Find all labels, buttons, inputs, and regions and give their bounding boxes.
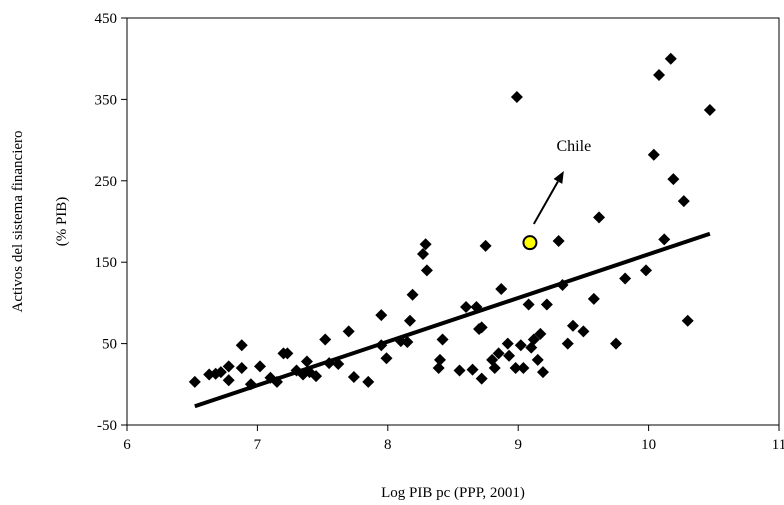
data-point bbox=[536, 366, 549, 379]
y-axis-title-line1: Activos del sistema financiero bbox=[10, 130, 26, 312]
data-point bbox=[577, 325, 590, 338]
data-point bbox=[323, 357, 336, 370]
x-tick-label: 9 bbox=[514, 437, 522, 453]
data-point bbox=[380, 352, 393, 365]
data-point bbox=[475, 372, 488, 385]
data-point bbox=[522, 298, 535, 311]
data-point bbox=[432, 362, 445, 375]
data-point bbox=[514, 339, 527, 352]
data-point bbox=[488, 362, 501, 375]
data-point bbox=[667, 173, 680, 186]
x-tick-label: 11 bbox=[772, 437, 784, 453]
x-axis-title: Log PIB pc (PPP, 2001) bbox=[381, 485, 525, 501]
data-point bbox=[658, 233, 671, 246]
data-point bbox=[479, 239, 492, 252]
data-point bbox=[677, 195, 690, 208]
data-point bbox=[188, 375, 201, 388]
data-point bbox=[419, 238, 432, 251]
y-axis-ticks: -50 50 150 250 350 450 bbox=[95, 11, 127, 434]
data-point bbox=[503, 349, 516, 362]
y-tick-label: 350 bbox=[95, 92, 118, 108]
data-point bbox=[703, 103, 716, 116]
data-point bbox=[639, 264, 652, 277]
x-tick-label: 10 bbox=[641, 437, 656, 453]
data-point bbox=[566, 319, 579, 332]
data-point bbox=[501, 337, 514, 350]
data-point bbox=[587, 292, 600, 305]
data-point bbox=[561, 337, 574, 350]
highlight-point bbox=[522, 235, 538, 251]
data-point bbox=[222, 374, 235, 387]
data-point bbox=[300, 355, 313, 368]
data-point bbox=[475, 321, 488, 334]
data-point bbox=[433, 353, 446, 366]
data-point bbox=[517, 362, 530, 375]
annotation-arrow-shaft bbox=[532, 180, 559, 225]
y-tick-label: 250 bbox=[95, 174, 118, 190]
y-tick-label: 150 bbox=[95, 255, 118, 271]
data-point bbox=[460, 300, 473, 313]
data-point bbox=[214, 366, 227, 379]
data-point bbox=[235, 339, 248, 352]
data-point bbox=[222, 360, 235, 373]
data-point bbox=[436, 333, 449, 346]
data-point bbox=[593, 211, 606, 224]
data-point bbox=[495, 283, 508, 296]
data-point bbox=[362, 375, 375, 388]
annotation-arrow-head bbox=[553, 171, 564, 184]
data-point bbox=[319, 333, 332, 346]
data-point bbox=[332, 357, 345, 370]
data-point bbox=[552, 235, 565, 248]
data-point bbox=[531, 353, 544, 366]
trendline-group bbox=[194, 231, 711, 409]
y-tick-label: -50 bbox=[97, 418, 117, 434]
data-point bbox=[403, 314, 416, 327]
data-point bbox=[619, 272, 632, 285]
data-point bbox=[270, 375, 283, 388]
data-point bbox=[470, 300, 483, 313]
data-point bbox=[534, 327, 547, 340]
data-point bbox=[466, 363, 479, 376]
annotation-group: Chile bbox=[532, 138, 592, 225]
data-point bbox=[510, 90, 523, 103]
data-point bbox=[254, 360, 267, 373]
x-axis-ticks: 6 7 8 9 10 11 bbox=[123, 425, 784, 453]
data-point bbox=[347, 370, 360, 383]
data-point bbox=[417, 248, 430, 261]
data-point bbox=[453, 364, 466, 377]
data-point bbox=[342, 325, 355, 338]
plot-frame bbox=[126, 17, 780, 426]
data-point bbox=[244, 378, 257, 391]
data-points bbox=[188, 52, 716, 391]
x-tick-label: 6 bbox=[123, 437, 131, 453]
y-tick-label: 450 bbox=[95, 11, 118, 27]
data-point bbox=[235, 362, 248, 375]
data-point bbox=[509, 362, 522, 375]
trendline bbox=[194, 231, 711, 409]
data-point bbox=[375, 339, 388, 352]
x-tick-label: 7 bbox=[254, 437, 262, 453]
data-point bbox=[540, 298, 553, 311]
annotation-label: Chile bbox=[557, 138, 592, 155]
y-tick-label: 50 bbox=[102, 337, 117, 353]
data-point bbox=[610, 337, 622, 350]
data-point bbox=[647, 148, 660, 161]
plot-area bbox=[126, 17, 780, 426]
data-point bbox=[406, 288, 419, 301]
data-point bbox=[527, 333, 540, 346]
data-point bbox=[401, 335, 414, 348]
data-point bbox=[281, 347, 294, 360]
y-axis-title-line2: (% PIB) bbox=[54, 197, 70, 247]
data-point bbox=[681, 314, 694, 327]
data-point bbox=[664, 52, 677, 65]
data-point bbox=[310, 370, 323, 383]
data-point bbox=[556, 278, 569, 291]
data-point bbox=[420, 264, 433, 277]
x-tick-label: 8 bbox=[384, 437, 392, 453]
data-point bbox=[375, 309, 388, 322]
data-point bbox=[492, 347, 505, 360]
data-point bbox=[653, 68, 666, 81]
